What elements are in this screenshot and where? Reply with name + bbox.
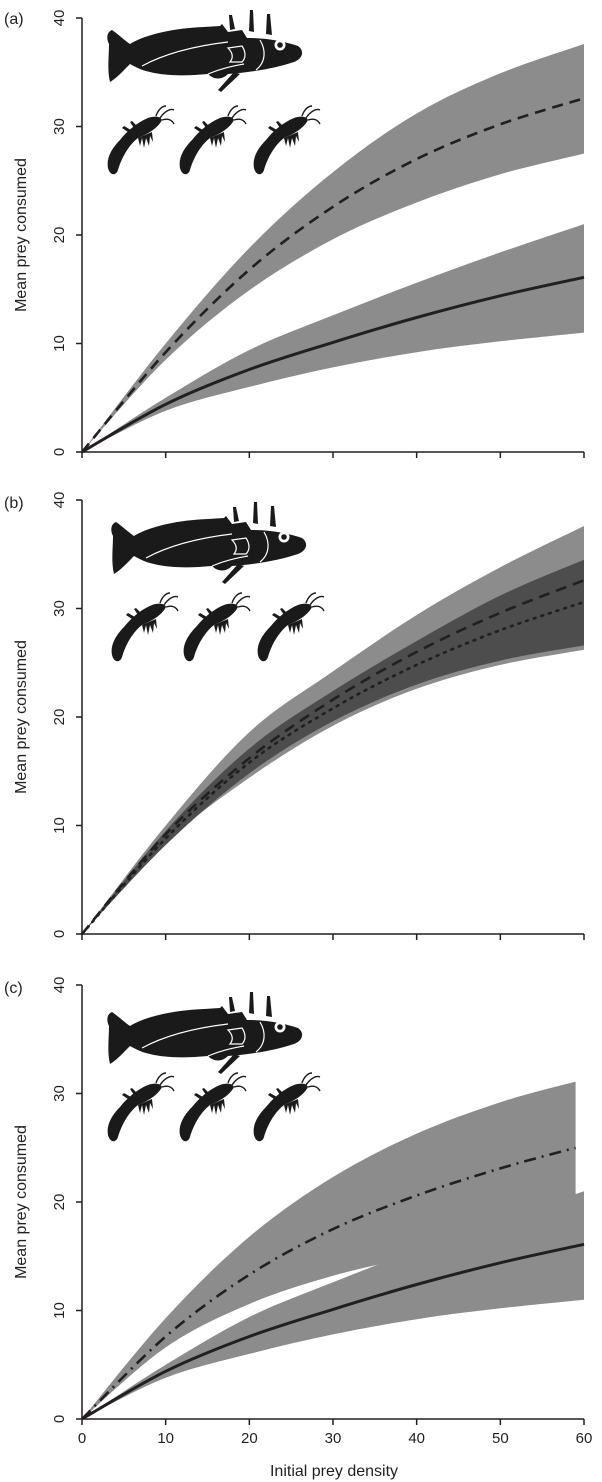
- stickleback-with-three-amphipods-icon: [106, 991, 321, 1142]
- y-tick-label: 40: [51, 10, 68, 27]
- chart-panel-2: 0 10 20 30 40 0 10 20 30 40 50 60 Mean prey consumed…: [4, 977, 592, 1447]
- y-tick-label: 0: [51, 448, 68, 456]
- stickleback-fish-icon: [110, 501, 307, 585]
- stickleback-with-three-amphipods-icon: [110, 501, 325, 662]
- x-axis-title: Initial prey density: [270, 1463, 398, 1480]
- x-tick-label: 60: [576, 1430, 593, 1447]
- x-tick-label: 20: [241, 1430, 258, 1447]
- x-tick-label: 30: [325, 1430, 342, 1447]
- y-axis-title: Mean prey consumed: [13, 640, 30, 794]
- panel-label: (c): [4, 980, 23, 997]
- y-axis-title: Mean prey consumed: [13, 158, 30, 312]
- panels: 0 10 20 30 40 Mean prey consumed (a) 0 10 20 30 40 M…: [4, 9, 592, 1447]
- y-tick-label: 20: [51, 227, 68, 244]
- amphipod-icon: [252, 105, 321, 175]
- stickleback-with-three-amphipods-icon: [106, 9, 321, 175]
- y-tick-label: 30: [51, 600, 68, 617]
- panel-label: (b): [4, 495, 24, 512]
- panel-label: (a): [4, 11, 24, 28]
- y-tick-label: 10: [51, 817, 68, 834]
- y-tick-label: 40: [51, 977, 68, 994]
- amphipod-icon: [182, 592, 251, 662]
- series-line-dotted: [80, 600, 586, 936]
- y-tick-label: 10: [51, 335, 68, 352]
- y-tick-label: 0: [51, 930, 68, 938]
- x-tick-label: 10: [157, 1430, 174, 1447]
- confidence-band-dashed: [82, 44, 584, 452]
- amphipod-icon: [252, 1072, 321, 1142]
- series-line-solid: [81, 1242, 585, 1421]
- y-axis-title: Mean prey consumed: [13, 1125, 30, 1279]
- amphipod-icon: [178, 105, 247, 175]
- confidence-band-solid: [82, 224, 584, 452]
- confidence-band-dashed: [82, 526, 584, 934]
- y-tick-label: 20: [51, 1194, 68, 1211]
- stickleback-fish-icon: [106, 991, 303, 1075]
- amphipod-icon: [106, 1072, 175, 1142]
- amphipod-icon: [256, 592, 325, 662]
- confidence-band-dotted: [82, 559, 584, 934]
- y-tick-label: 40: [51, 492, 68, 509]
- y-tick-label: 0: [51, 1415, 68, 1423]
- amphipod-icon: [110, 592, 179, 662]
- y-tick-label: 10: [51, 1302, 68, 1319]
- y-tick-label: 30: [51, 118, 68, 135]
- x-tick-label: 0: [78, 1430, 86, 1447]
- chart-panel-1: 0 10 20 30 40 Mean prey consumed (b): [4, 492, 586, 940]
- series-line-dashdot: [81, 1146, 576, 1420]
- confidence-band-solid: [82, 1191, 584, 1419]
- series-line-dashed: [81, 579, 585, 935]
- x-tick-label: 40: [408, 1430, 425, 1447]
- y-tick-label: 30: [51, 1085, 68, 1102]
- amphipod-icon: [106, 105, 175, 175]
- y-tick-label: 20: [51, 709, 68, 726]
- series-line-solid: [81, 275, 585, 454]
- chart-panel-0: 0 10 20 30 40 Mean prey consumed (a): [4, 9, 585, 458]
- stickleback-fish-icon: [106, 9, 303, 93]
- confidence-band-dashdot: [82, 1081, 576, 1419]
- amphipod-icon: [178, 1072, 247, 1142]
- x-tick-label: 50: [492, 1430, 509, 1447]
- series-line-dashed: [81, 97, 585, 453]
